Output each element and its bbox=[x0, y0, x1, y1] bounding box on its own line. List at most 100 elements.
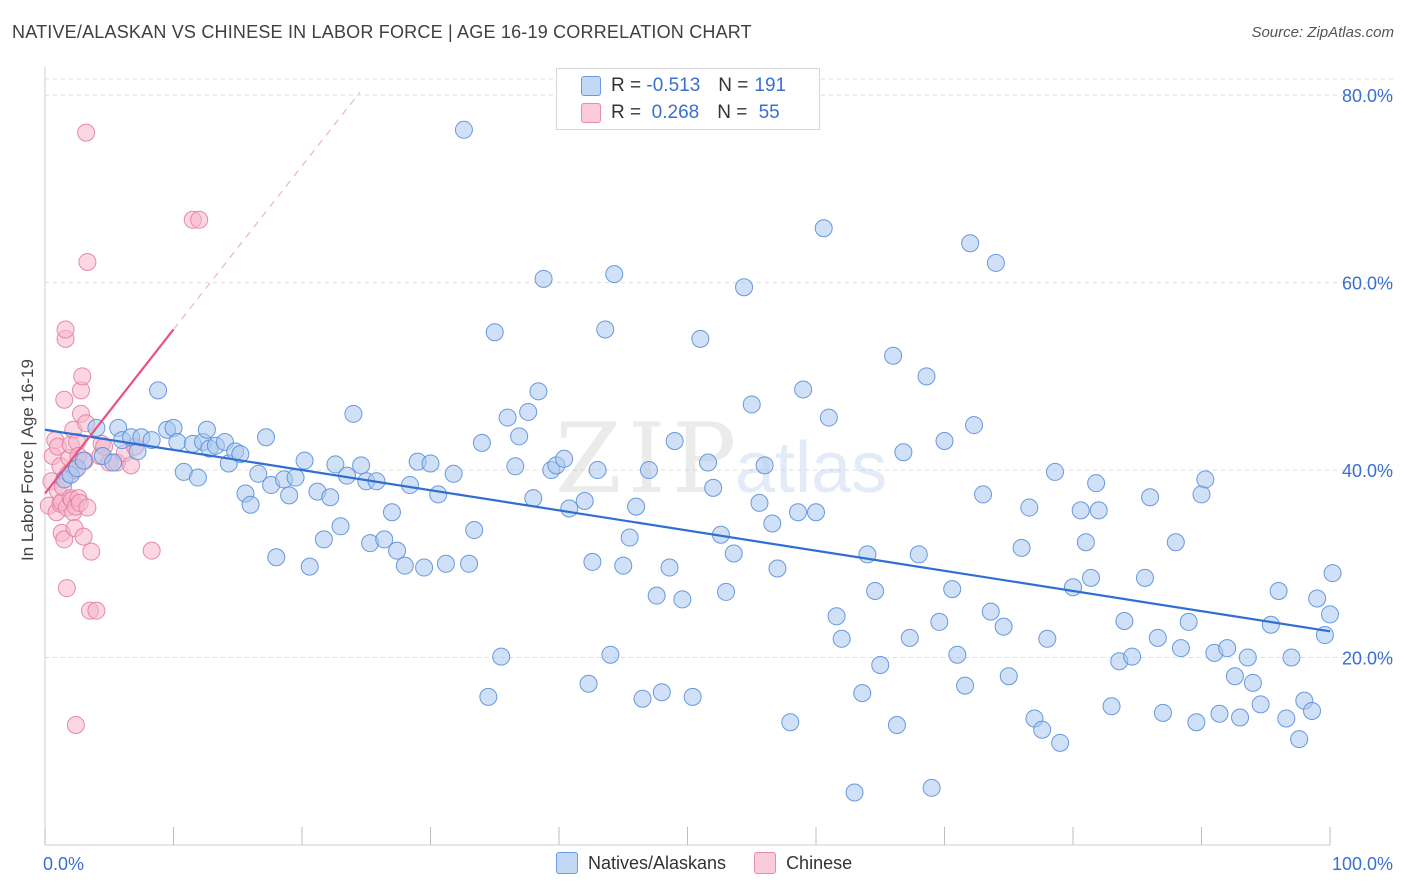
natives-alaskans-point bbox=[1071, 501, 1090, 520]
natives-alaskans-point bbox=[871, 656, 890, 675]
natives-alaskans-point bbox=[1243, 673, 1262, 692]
natives-alaskans-point bbox=[1141, 488, 1160, 507]
natives-alaskans-point bbox=[168, 432, 187, 451]
natives-alaskans-point bbox=[1321, 605, 1339, 624]
natives-alaskans-point bbox=[479, 687, 498, 706]
y-tick-label: 20.0% bbox=[1342, 649, 1393, 669]
natives-alaskans-point bbox=[1323, 564, 1342, 583]
legend-item-natives[interactable]: Natives/Alaskans bbox=[556, 852, 726, 874]
natives-alaskans-point bbox=[1261, 615, 1280, 634]
natives-alaskans-point bbox=[639, 461, 658, 480]
natives-alaskans-point bbox=[485, 323, 504, 342]
natives-alaskans-point bbox=[1051, 733, 1070, 752]
natives-alaskans-point bbox=[660, 558, 679, 577]
natives-alaskans-point bbox=[724, 544, 743, 563]
natives-alaskans-point bbox=[295, 451, 314, 470]
n-value: 55 bbox=[758, 102, 780, 123]
natives-alaskans-point bbox=[665, 432, 684, 451]
natives-alaskans-point bbox=[524, 489, 543, 508]
r-label: R = bbox=[611, 75, 642, 96]
natives-alaskans-point bbox=[429, 485, 448, 504]
natives-alaskans-point bbox=[605, 265, 624, 284]
natives-alaskans-point bbox=[588, 461, 607, 480]
natives-alaskans-point bbox=[627, 497, 646, 516]
natives-alaskans-point bbox=[647, 586, 666, 605]
natives-alaskans-point bbox=[1303, 701, 1322, 720]
natives-alaskans-point bbox=[974, 485, 993, 504]
natives-alaskans-points bbox=[55, 120, 1342, 802]
natives-alaskans-point bbox=[142, 431, 161, 450]
natives-alaskans-point bbox=[1196, 470, 1215, 489]
natives-alaskans-point bbox=[104, 453, 123, 472]
natives-alaskans-point bbox=[742, 395, 761, 414]
watermark: ZIP atlas bbox=[555, 403, 887, 515]
natives-alaskans-point bbox=[1115, 611, 1134, 630]
natives-alaskans-point bbox=[1171, 639, 1190, 658]
natives-alaskans-point bbox=[257, 428, 276, 447]
natives-alaskans-point bbox=[1020, 498, 1039, 517]
natives-alaskans-point bbox=[498, 408, 517, 427]
r-label: R = bbox=[611, 102, 642, 123]
natives-alaskans-point bbox=[789, 503, 808, 522]
natives-alaskans-point bbox=[421, 454, 440, 473]
natives-alaskans-point bbox=[922, 778, 941, 797]
natives-alaskans-point bbox=[444, 464, 463, 483]
stats-row-chinese: R = 0.268 N = 55 bbox=[581, 100, 780, 126]
legend-item-chinese[interactable]: Chinese bbox=[754, 852, 852, 874]
natives-alaskans-point bbox=[735, 278, 754, 297]
natives-alaskans-point bbox=[1290, 730, 1309, 749]
n-label: N = bbox=[718, 75, 749, 96]
y-tick-label: 80.0% bbox=[1342, 86, 1393, 106]
r-value: 0.268 bbox=[651, 102, 700, 123]
natives-alaskans-point bbox=[506, 457, 525, 476]
natives-alaskans-point bbox=[436, 554, 455, 573]
chinese-point bbox=[142, 541, 161, 560]
stats-row-natives: R = -0.513 N = 191 bbox=[581, 73, 786, 99]
natives-alaskans-point bbox=[1135, 568, 1154, 587]
natives-alaskans-point bbox=[555, 449, 574, 468]
natives-alaskans-point bbox=[1087, 474, 1106, 493]
gridlines bbox=[45, 78, 1393, 659]
natives-alaskans-point bbox=[382, 503, 401, 522]
natives-alaskans-point bbox=[1148, 628, 1167, 647]
natives-alaskans-point bbox=[1081, 568, 1100, 587]
chinese-point bbox=[82, 542, 101, 561]
trend-lines bbox=[44, 91, 1331, 633]
stats-legend: R = -0.513 N = 191 R = 0.268 N = 55 bbox=[556, 68, 820, 130]
natives-alaskans-point bbox=[579, 674, 598, 693]
natives-alaskans-point bbox=[781, 713, 800, 732]
natives-alaskans-point bbox=[683, 687, 702, 706]
natives-alaskans-point bbox=[819, 408, 838, 427]
natives-alaskans-point bbox=[673, 590, 692, 609]
natives-alaskans-point bbox=[750, 493, 769, 512]
chinese-point bbox=[73, 367, 92, 386]
chinese-trend-extension bbox=[173, 91, 361, 330]
natives-alaskans-point bbox=[807, 503, 825, 522]
natives-alaskans-point bbox=[1277, 709, 1296, 728]
natives-alaskans-point bbox=[986, 253, 1005, 272]
natives-alaskans-point bbox=[1210, 704, 1229, 723]
natives-alaskans-point bbox=[321, 488, 340, 507]
natives-alaskans-point bbox=[956, 676, 975, 695]
natives-alaskans-point bbox=[280, 486, 299, 505]
natives-alaskans-point bbox=[614, 556, 633, 575]
natives-alaskans-point bbox=[699, 453, 718, 472]
natives-alaskans-point bbox=[529, 382, 548, 401]
natives-alaskans-point bbox=[1033, 720, 1052, 739]
natives-alaskans-point bbox=[894, 443, 913, 462]
natives-alaskans-point bbox=[1076, 533, 1095, 552]
n-value: 191 bbox=[754, 75, 787, 96]
tick-labels: 20.0% 40.0% 60.0% 80.0% 0.0% 100.0% bbox=[43, 86, 1393, 874]
natives-alaskans-point bbox=[1089, 501, 1108, 520]
natives-alaskans-point bbox=[534, 269, 553, 288]
natives-alaskans-point bbox=[300, 557, 319, 576]
natives-alaskans-point bbox=[74, 451, 93, 470]
natives-alaskans-point bbox=[1012, 538, 1031, 557]
natives-alaskans-point bbox=[472, 433, 491, 452]
natives-alaskans-point bbox=[633, 689, 652, 708]
chinese-point bbox=[57, 579, 76, 598]
series-legend: Natives/Alaskans Chinese bbox=[556, 852, 880, 874]
natives-alaskans-point bbox=[188, 468, 207, 487]
natives-alaskans-point bbox=[866, 581, 885, 600]
